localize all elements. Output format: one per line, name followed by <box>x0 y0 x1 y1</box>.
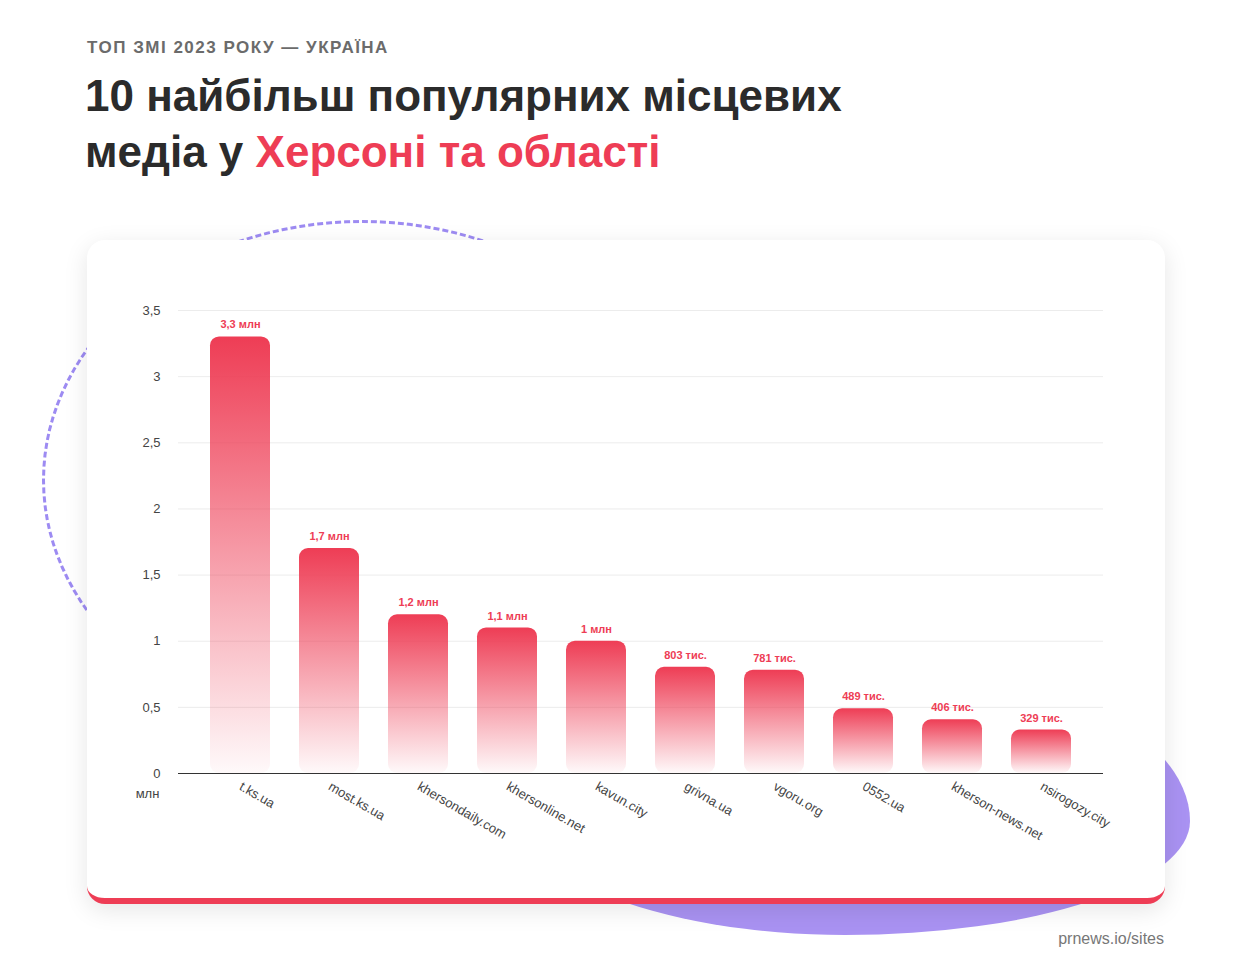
svg-text:khersonline.net: khersonline.net <box>504 779 588 836</box>
svg-text:2,5: 2,5 <box>142 435 160 450</box>
svg-text:t.ks.ua: t.ks.ua <box>237 779 278 812</box>
svg-text:406 тис.: 406 тис. <box>931 701 974 713</box>
svg-text:3: 3 <box>153 369 160 384</box>
svg-text:млн: млн <box>136 786 160 801</box>
svg-text:329 тис.: 329 тис. <box>1020 711 1063 723</box>
svg-text:nsirogozy.city: nsirogozy.city <box>1038 779 1113 831</box>
svg-text:khersondaily.com: khersondaily.com <box>415 779 509 842</box>
svg-text:3,5: 3,5 <box>142 303 160 318</box>
svg-text:1 млн: 1 млн <box>581 623 612 635</box>
svg-text:2: 2 <box>153 501 160 516</box>
html-text:prnews.io/sites: prnews.io/sites <box>1058 930 1164 947</box>
svg-text:most.ks.ua: most.ks.ua <box>326 779 389 824</box>
svg-text:grivna.ua: grivna.ua <box>682 779 736 819</box>
svg-text:781 тис.: 781 тис. <box>753 652 796 664</box>
svg-text:1,2 млн: 1,2 млн <box>398 596 438 608</box>
svg-text:489 тис.: 489 тис. <box>842 690 885 702</box>
html-text:10 найбільш популярних місцеви: 10 найбільш популярних місцевих медіа у … <box>85 71 842 176</box>
svg-text:1,5: 1,5 <box>142 567 160 582</box>
svg-text:1,7 млн: 1,7 млн <box>309 530 349 542</box>
svg-text:kherson-news.net: kherson-news.net <box>949 779 1046 843</box>
svg-text:kavun.city: kavun.city <box>593 779 651 821</box>
svg-text:0,5: 0,5 <box>142 700 160 715</box>
svg-text:1: 1 <box>153 633 160 648</box>
svg-text:3,3 млн: 3,3 млн <box>220 318 260 330</box>
html-text:ТОП ЗМІ 2023 РОКУ — УКРАЇНА: ТОП ЗМІ 2023 РОКУ — УКРАЇНА <box>87 38 389 57</box>
svg-text:1,1 млн: 1,1 млн <box>487 610 527 622</box>
svg-text:0: 0 <box>153 766 160 781</box>
svg-text:vgoru.org: vgoru.org <box>771 779 826 819</box>
svg-text:803 тис.: 803 тис. <box>664 649 707 661</box>
svg-text:0552.ua: 0552.ua <box>860 779 909 816</box>
